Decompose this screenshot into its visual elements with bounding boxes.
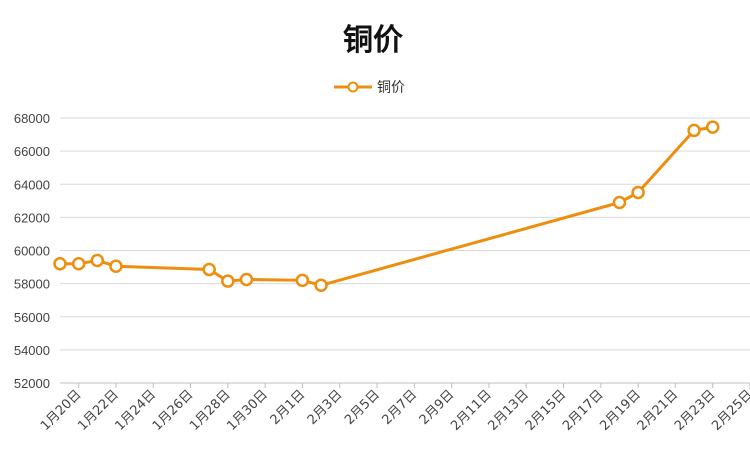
data-point	[239, 272, 254, 287]
data-point	[631, 185, 645, 200]
chart-title: 铜价	[343, 23, 403, 58]
y-tick-label: 60000	[14, 244, 50, 259]
data-point	[705, 120, 720, 134]
y-tick-label: 52000	[14, 376, 50, 391]
y-tick-label: 68000	[14, 111, 50, 126]
y-tick-label: 62000	[14, 210, 50, 225]
x-tick-label: 2月7日	[379, 387, 420, 428]
x-tick-label: 2月3日	[305, 387, 346, 428]
series-copper-price	[53, 120, 720, 293]
data-point	[202, 262, 216, 277]
y-tick-label: 66000	[14, 144, 50, 159]
y-tick-label: 58000	[14, 277, 50, 292]
data-point	[221, 274, 235, 288]
data-point	[295, 273, 310, 288]
data-point	[90, 253, 105, 268]
data-point	[71, 257, 86, 271]
gridlines	[60, 117, 750, 351]
x-tick-label: 2月5日	[342, 387, 383, 428]
legend-marker	[347, 81, 359, 93]
x-tick-label: 2月25日	[709, 387, 750, 434]
x-axis: 1月20日1月22日1月24日1月26日1月28日1月30日2月1日2月3日2月…	[38, 382, 750, 434]
data-point	[109, 259, 123, 273]
data-point	[314, 278, 328, 293]
data-point	[612, 195, 627, 210]
data-point	[687, 123, 701, 138]
data-point	[53, 257, 67, 271]
legend: 铜价	[334, 80, 405, 96]
x-tick-label: 1月30日	[224, 387, 271, 434]
legend-label: 铜价	[377, 80, 405, 96]
y-axis: 52000 54000 56000 58000 60000 62000 64000 66000…	[14, 111, 50, 391]
y-tick-label: 54000	[14, 343, 50, 358]
x-tick-label: 2月1日	[268, 387, 309, 428]
y-tick-label: 56000	[14, 310, 50, 325]
y-tick-label: 64000	[14, 177, 50, 192]
